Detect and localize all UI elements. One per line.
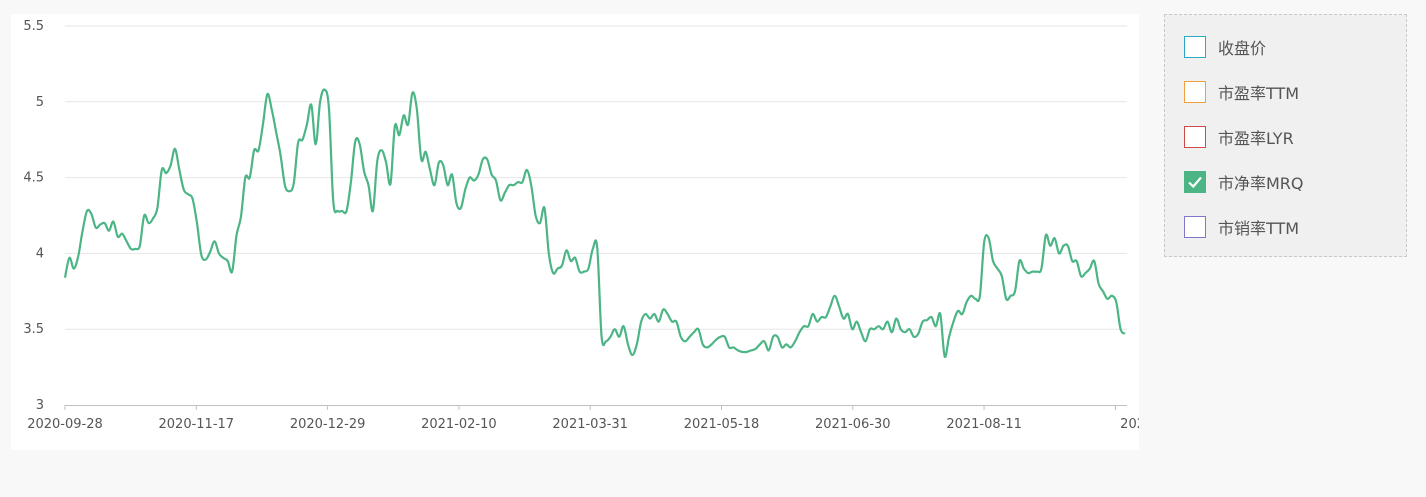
x-tick-label: 2021-02-10 xyxy=(421,417,497,432)
legend-label: 市盈率LYR xyxy=(1218,129,1294,148)
y-tick-label: 3 xyxy=(36,398,44,413)
y-tick-label: 5.5 xyxy=(23,19,44,34)
legend-panel: 收盘价 市盈率TTM 市盈率LYR 市净率MRQ 市销率TTM xyxy=(1164,14,1407,257)
x-tick-label: 2021-03-31 xyxy=(552,417,628,432)
series-layer xyxy=(63,88,1126,359)
x-tick-label: 2021-0... xyxy=(1120,417,1139,432)
x-tick-label: 2021-05-18 xyxy=(684,417,760,432)
legend-checkbox-close-price[interactable] xyxy=(1184,36,1206,58)
legend-item-pe-lyr[interactable]: 市盈率LYR xyxy=(1184,124,1294,150)
y-tick-label: 3.5 xyxy=(23,322,44,337)
x-tick-label: 2020-12-29 xyxy=(290,417,366,432)
legend-item-pe-ttm[interactable]: 市盈率TTM xyxy=(1184,79,1299,105)
legend-label: 市盈率TTM xyxy=(1218,84,1300,103)
y-axis-labels: 3 3.5 4 4.5 5 5.5 xyxy=(23,19,44,413)
x-tick-label: 2021-06-30 xyxy=(815,417,891,432)
chart-panel: 3 3.5 4 4.5 5 5.5 2020-09-28 2020-11-17 2020-12… xyxy=(11,14,1139,450)
legend-checkbox-pe-lyr[interactable] xyxy=(1184,126,1206,148)
legend-label: 市销率TTM xyxy=(1218,219,1300,238)
y-tick-label: 4 xyxy=(36,246,44,261)
x-axis xyxy=(64,405,1127,410)
legend-checkbox-ps-ttm[interactable] xyxy=(1184,216,1206,238)
legend-item-pb-mrq[interactable]: 市净率MRQ xyxy=(1184,169,1304,195)
y-tick-label: 5 xyxy=(36,95,44,110)
legend-label: 市净率MRQ xyxy=(1218,174,1304,193)
grid-lines xyxy=(65,25,1127,330)
pb-ratio-line-chart: 3 3.5 4 4.5 5 5.5 2020-09-28 2020-11-17 2020-12… xyxy=(23,19,1139,432)
legend-checkbox-pb-mrq[interactable] xyxy=(1184,171,1206,193)
x-tick-label: 2020-11-17 xyxy=(159,417,235,432)
legend-checkbox-pe-ttm[interactable] xyxy=(1184,81,1206,103)
x-tick-label: 2021-08-11 xyxy=(946,417,1022,432)
x-tick-label: 2020-09-28 xyxy=(27,417,103,432)
legend-item-close-price[interactable]: 收盘价 xyxy=(1184,34,1266,60)
checkmark-icon xyxy=(1188,176,1202,189)
y-tick-label: 4.5 xyxy=(23,171,44,186)
legend-item-ps-ttm[interactable]: 市销率TTM xyxy=(1184,214,1299,240)
series-line-pb-mrq[interactable] xyxy=(63,88,1126,359)
legend-label: 收盘价 xyxy=(1218,39,1267,58)
x-axis-labels: 2020-09-28 2020-11-17 2020-12-29 2021-02-10… xyxy=(27,417,1139,432)
